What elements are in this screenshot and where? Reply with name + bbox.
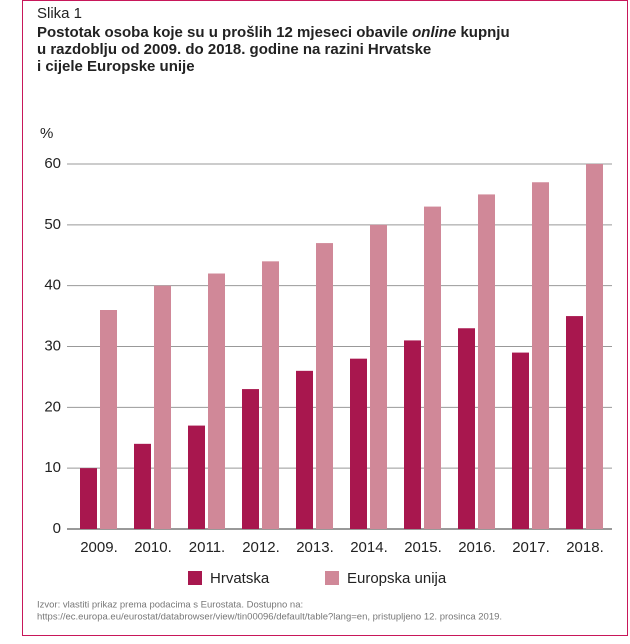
y-tick-label: 50 (44, 216, 61, 233)
chart-title: u razdoblju od 2009. do 2018. godine na … (37, 41, 431, 58)
y-tick-label: 10 (44, 459, 61, 476)
bar (134, 443, 151, 529)
chart-title: Postotak osoba koje su u prošlih 12 mjes… (37, 24, 510, 41)
y-tick-label: 0 (53, 520, 61, 537)
bar (316, 243, 333, 530)
bar (100, 310, 117, 529)
x-tick-label: 2013. (296, 539, 334, 556)
y-tick-label: 30 (44, 337, 61, 354)
x-tick-label: 2015. (404, 539, 442, 556)
bar (80, 468, 97, 529)
x-tick-label: 2018. (566, 539, 604, 556)
source: https://ec.europa.eu/eurostat/databrowse… (37, 612, 502, 623)
title-part: online (412, 24, 456, 41)
y-tick-label: 60 (44, 155, 61, 172)
bar (458, 328, 475, 529)
bar (424, 206, 441, 530)
title-part: kupnju (456, 24, 509, 41)
bar (586, 164, 603, 529)
bar (188, 425, 205, 529)
bar (512, 352, 529, 529)
bar (566, 316, 583, 529)
bar (532, 182, 549, 529)
legend-label: Hrvatska (210, 570, 270, 587)
source: Izvor: vlastiti prikaz prema podacima s … (37, 600, 303, 611)
chart-title: i cijele Europske unije (37, 58, 195, 75)
y-tick-label: 20 (44, 398, 61, 415)
figure-label: Slika 1 (37, 5, 82, 22)
bar (208, 273, 225, 529)
x-tick-label: 2016. (458, 539, 496, 556)
y-tick-label: 40 (44, 277, 61, 294)
x-tick-label: 2017. (512, 539, 550, 556)
bar (262, 261, 279, 529)
x-tick-label: 2014. (350, 539, 388, 556)
legend-swatch (325, 571, 339, 585)
title-part: Postotak osoba koje su u prošlih 12 mjes… (37, 24, 412, 41)
bar (370, 224, 387, 530)
frame (22, 0, 628, 636)
bar (350, 358, 367, 529)
bar (154, 285, 171, 529)
legend-label: Europska unija (347, 570, 447, 587)
x-tick-label: 2009. (80, 539, 118, 556)
legend-swatch (188, 571, 202, 585)
bar (296, 370, 313, 529)
x-tick-label: 2010. (134, 539, 172, 556)
y-axis-label: % (40, 125, 53, 142)
bar (478, 194, 495, 529)
x-tick-label: 2011. (189, 539, 225, 556)
bar (242, 389, 259, 529)
bar (404, 340, 421, 529)
x-tick-label: 2012. (242, 539, 280, 556)
